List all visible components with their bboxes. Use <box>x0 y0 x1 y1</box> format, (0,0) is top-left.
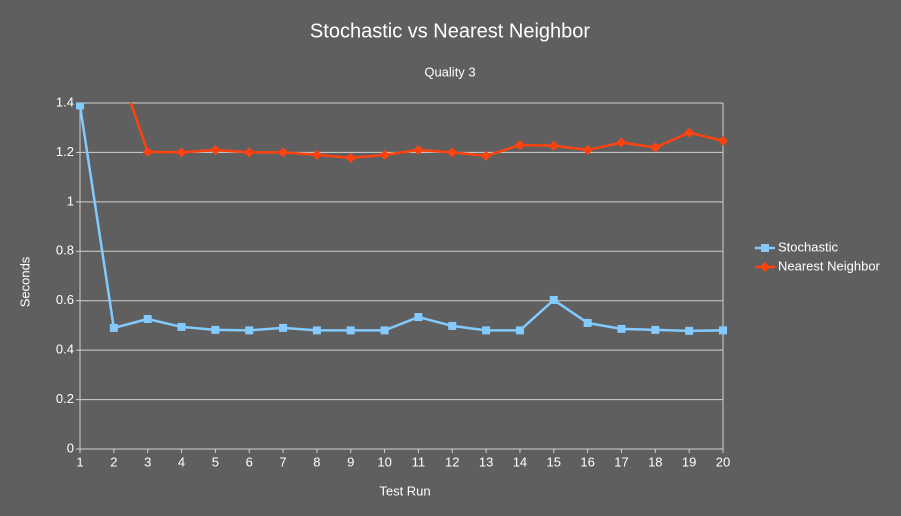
x-tick-label: 14 <box>513 454 527 469</box>
x-tick-label: 16 <box>580 454 594 469</box>
point <box>684 127 695 138</box>
point <box>176 147 187 158</box>
x-axis-label: Test Run <box>379 483 430 498</box>
point <box>177 322 186 331</box>
chart-subtitle: Quality 3 <box>424 64 475 79</box>
y-tick-label: 0.4 <box>56 342 74 357</box>
x-tick-label: 10 <box>377 454 391 469</box>
point <box>548 140 559 151</box>
y-tick-label: 0.8 <box>56 243 74 258</box>
y-tick-label: 0 <box>67 440 74 455</box>
point <box>616 137 627 148</box>
point <box>143 315 152 324</box>
x-tick-label: 11 <box>412 454 426 469</box>
chart-title: Stochastic vs Nearest Neighbor <box>310 20 590 42</box>
point <box>76 103 84 110</box>
point <box>719 326 727 335</box>
y-tick-label: 1.4 <box>56 94 74 109</box>
x-tick-label: 4 <box>178 454 185 469</box>
point <box>447 147 458 158</box>
x-tick-label: 13 <box>479 454 493 469</box>
series-line <box>129 103 724 160</box>
point <box>312 326 321 335</box>
point <box>109 323 118 332</box>
legend-label: Nearest Neighbor <box>778 258 881 273</box>
point <box>549 295 558 304</box>
x-tick-label: 19 <box>682 454 696 469</box>
y-tick-label: 1 <box>67 193 74 208</box>
y-axis-label: Seconds <box>17 256 32 307</box>
x-tick-label: 15 <box>547 454 561 469</box>
series-line <box>78 105 724 333</box>
x-tick-label: 2 <box>110 454 117 469</box>
point <box>582 144 593 155</box>
point <box>245 326 254 335</box>
point <box>481 150 492 161</box>
point <box>379 149 390 160</box>
x-tick-label: 8 <box>313 454 320 469</box>
legend-label: Stochastic <box>778 239 838 254</box>
point <box>279 323 288 332</box>
point <box>685 326 694 335</box>
legend-marker <box>760 262 770 272</box>
point <box>278 147 289 158</box>
x-tick-label: 7 <box>279 454 286 469</box>
point <box>210 144 221 155</box>
y-tick-label: 0.6 <box>56 292 74 307</box>
legend-marker <box>761 244 769 252</box>
y-tick-label: 1.2 <box>56 144 74 159</box>
point <box>482 326 491 335</box>
point <box>346 326 355 335</box>
y-tick-label: 0.2 <box>56 391 74 406</box>
point <box>718 135 728 146</box>
point <box>414 313 423 322</box>
point <box>448 321 457 330</box>
point <box>413 144 424 155</box>
x-tick-label: 12 <box>445 454 459 469</box>
plot-area <box>76 103 728 335</box>
point <box>211 325 220 334</box>
x-tick-label: 17 <box>614 454 628 469</box>
point <box>345 152 356 163</box>
x-tick-label: 20 <box>716 454 730 469</box>
point <box>651 325 660 334</box>
x-tick-label: 1 <box>76 454 83 469</box>
point <box>311 149 322 160</box>
x-tick-label: 9 <box>347 454 354 469</box>
x-tick-label: 18 <box>648 454 662 469</box>
point <box>617 324 626 333</box>
x-tick-label: 3 <box>144 454 151 469</box>
point <box>244 147 255 158</box>
point <box>380 326 389 335</box>
x-tick-label: 5 <box>212 454 219 469</box>
point <box>515 326 524 335</box>
point <box>142 146 153 157</box>
point <box>583 318 592 327</box>
point <box>650 142 661 153</box>
point <box>514 140 525 151</box>
x-tick-label: 6 <box>246 454 253 469</box>
